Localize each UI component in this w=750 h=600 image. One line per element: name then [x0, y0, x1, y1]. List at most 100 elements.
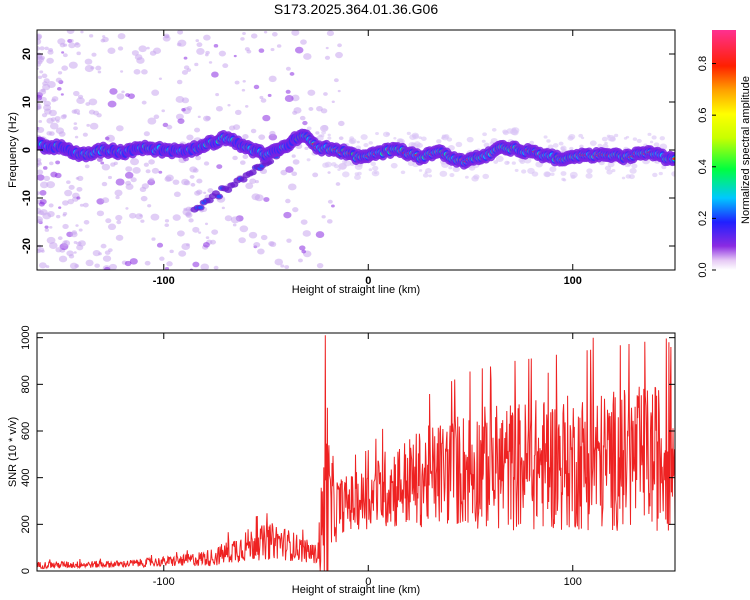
spectrogram-noise-point [39, 70, 44, 74]
spectrogram-noise-point [519, 159, 526, 165]
spectrogram-noise-point [424, 171, 428, 174]
spectrogram-noise-point [186, 106, 193, 111]
spectrogram-noise-point [280, 264, 285, 268]
spectrogram-noise-point [629, 167, 637, 174]
spectrogram-noise-point [302, 230, 311, 237]
spectrogram-noise-point [75, 42, 79, 46]
spectrogram-noise-point [286, 238, 292, 243]
spectrogram-noise-point [76, 186, 83, 192]
spectrogram-noise-point [428, 174, 433, 178]
spectrogram-noise-point [546, 139, 551, 143]
spectrogram-noise-point [176, 79, 183, 85]
spectrogram-noise-point [178, 250, 187, 257]
spectrogram-noise-point [521, 169, 527, 174]
spectrogram-noise-point [283, 211, 292, 219]
spectrogram-noise-point [76, 97, 85, 105]
spectrogram-noise-point [411, 132, 419, 139]
spectrogram-noise-point [251, 193, 261, 201]
spectrogram-noise-point [158, 77, 162, 81]
spectrogram-noise-point [37, 75, 43, 80]
spectrogram-noise-point [325, 46, 329, 50]
colorbar-ticks: 0.0 0.2 0.4 0.6 0.8 [697, 56, 716, 278]
spectrogram-noise-point [164, 266, 170, 270]
spectrogram-noise-point [76, 196, 81, 200]
spectrogram-noise-point [322, 162, 329, 168]
spectrogram-noise-point [331, 162, 337, 167]
spectrogram-noise-point [586, 168, 593, 174]
spectrogram-noise-point [39, 181, 49, 189]
snr-y-tick-label: 0 [20, 568, 32, 574]
spectrogram-noise-point [291, 94, 300, 102]
spectrogram-noise-point [44, 228, 50, 232]
spectrogram-noise-point [234, 80, 240, 85]
spectrogram-noise-point [156, 242, 164, 248]
spectrogram-noise-point [61, 65, 69, 71]
spectrogram-noise-point [62, 240, 71, 247]
spectrogram-noise-point [37, 174, 45, 181]
spectrogram-noise-point [327, 136, 332, 140]
spectrogram-noise-point [215, 93, 220, 97]
spectrogram-noise-point [469, 165, 473, 169]
spectrogram-noise-point [42, 166, 48, 170]
spectrogram-noise-point [185, 212, 193, 218]
spectrogram-noise-point [569, 146, 574, 151]
spectrogram-noise-point [327, 199, 333, 204]
spectrogram-noise-point [606, 169, 613, 175]
spectrogram-noise-point [146, 46, 150, 50]
spectrogram-noise-point [196, 42, 203, 48]
spectrogram-noise-point [300, 219, 308, 225]
spectrogram-noise-point [213, 44, 219, 48]
spectrogram-noise-point [198, 231, 202, 234]
spectrogram-noise-point [274, 258, 284, 266]
spectrogram-noise-point [230, 216, 240, 224]
spectrogram-branch-point [224, 186, 233, 193]
spectrogram-noise-point [316, 106, 323, 112]
spectrogram-noise-point [308, 107, 314, 111]
spectrogram-noise-point [105, 134, 115, 142]
spectrogram-noise-point [448, 166, 453, 170]
spectrogram-noise-point [68, 42, 76, 49]
spectrogram-noise-point [175, 96, 185, 103]
spectrogram-noise-point [240, 160, 246, 165]
spectrogram-noise-point [651, 135, 657, 140]
spectrogram-noise-point [301, 249, 307, 254]
snr-x-tick-label: 0 [365, 576, 371, 588]
spectrogram-noise-point [285, 198, 291, 204]
spectrogram-noise-point [192, 261, 200, 268]
spectrogram-noise-point [208, 61, 213, 64]
spectrogram-noise-point [306, 158, 311, 162]
spectrogram-noise-point [55, 160, 61, 165]
spectrogram-noise-point [292, 207, 299, 213]
spectrogram-noise-point [190, 182, 196, 187]
snr-y-tick-label: 200 [20, 515, 32, 533]
spectrogram-noise-point [192, 226, 200, 233]
spectrogram-noise-point [636, 138, 642, 143]
spectrogram-noise-point [84, 164, 90, 169]
spectrogram-noise-point [320, 134, 325, 138]
spectrogram-noise-point [172, 214, 181, 221]
spectrogram-noise-point [181, 70, 188, 75]
colorbar-tick-label: 0.8 [697, 56, 709, 71]
spectrogram-noise-point [181, 243, 191, 251]
spectrogram-noise-point [324, 55, 331, 60]
spectrogram-noise-point [124, 171, 134, 179]
spectrogram-noise-point [66, 30, 75, 35]
spectrogram-noise-point [107, 223, 117, 231]
spectrogram-noise-point [94, 263, 100, 268]
spectrogram-noise-point [291, 154, 296, 158]
spectrogram-noise-point [140, 195, 148, 202]
spectrogram-noise-point [56, 214, 61, 219]
spectrogram-noise-point [60, 114, 67, 120]
spectrogram-noise-point [43, 108, 52, 115]
spectrogram-noise-point [306, 126, 312, 131]
spectrogram-y-ticks: -20 -10 0 10 20 [21, 48, 675, 254]
spectrogram-x-label: Height of straight line (km) [292, 284, 420, 296]
spectrogram-noise-point [422, 173, 429, 178]
spectrogram-noise-point [149, 50, 157, 56]
spectrogram-noise-point [203, 161, 210, 166]
colorbar-tick-label: 0.6 [697, 108, 709, 123]
spectrogram-noise-point [406, 131, 411, 136]
spectrogram-noise-point [55, 247, 62, 253]
spectrogram-noise-point [37, 103, 41, 108]
spectrogram-noise-point [68, 184, 75, 190]
